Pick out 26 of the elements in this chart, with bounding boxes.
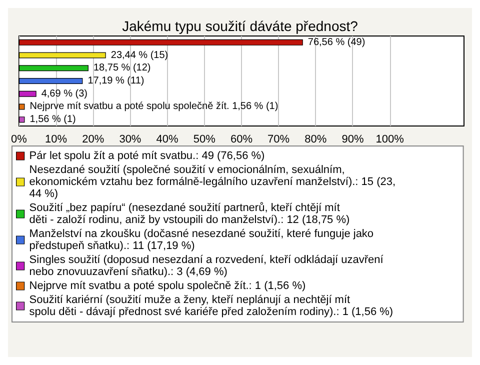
legend-label: Nejprve mít svatbu a poté spolu společně žít.: 1 (1,56 %) bbox=[29, 280, 306, 292]
x-tick-label: 10% bbox=[45, 134, 68, 146]
x-tick-label: 50% bbox=[193, 134, 216, 146]
data-label: 17,19 % (11) bbox=[88, 76, 144, 86]
data-label: 23,44 % (15) bbox=[110, 50, 168, 61]
legend-label: Pár let spolu žít a poté mít svatbu.: 49 (76,56 %) bbox=[29, 150, 265, 162]
x-tick-label: 30% bbox=[119, 134, 142, 146]
x-tick-label: 0% bbox=[10, 134, 28, 146]
chart-title: Jakému typu soužití dáváte přednost? bbox=[122, 18, 358, 34]
data-label: 4,69 % (3) bbox=[41, 88, 88, 100]
data-label: Nejprve mít svatbu a poté spolu společně žít. 1,56 % (1) bbox=[30, 101, 278, 112]
x-tick-label: 90% bbox=[342, 134, 364, 146]
legend-label: Soužití „bez papíru“ (nesezdané soužití partnerů, kteří chtějí mít děti - založí rodinu, aniž by vstoupili do manželství).: 12 (18,75 %) bbox=[29, 202, 350, 226]
x-tick-label: 40% bbox=[156, 134, 179, 146]
x-tick-label: 100% bbox=[376, 134, 404, 146]
x-tick-label: 60% bbox=[230, 134, 253, 146]
data-label: 76,56 % (49) bbox=[308, 36, 366, 48]
data-label: 1,56 % (1) bbox=[30, 114, 76, 126]
data-label: 18,75 % (12) bbox=[93, 62, 151, 74]
x-tick-label: 80% bbox=[304, 134, 327, 146]
legend-label: Manželství na zkoušku (dočasné nesezdané soužití, které funguje jako předstupeň sňatku).: 11 (17,19 %) bbox=[29, 228, 377, 252]
legend-label: Singles soužití (doposud nesezdaní a rozvedení, kteří odkládají uzavření nebo znovuuzavření sňatku).: 3 (4,69 %) bbox=[29, 254, 386, 278]
x-tick-label: 20% bbox=[82, 134, 104, 146]
legend-label: Nesezdané soužití (společné soužití v emocionálním, sexuálním, ekonomickém vztahu bez formálně-legálního uzavření manželství).: 15 (23,44 %) bbox=[29, 164, 396, 200]
x-tick-label: 70% bbox=[268, 134, 290, 146]
legend-label: Soužití kariérní (soužití muže a ženy, kteří neplánují a nechtějí mít spolu děti - dávají přednost své kariéře před založením rodiny).: 1 (1,56 %) bbox=[29, 294, 394, 318]
